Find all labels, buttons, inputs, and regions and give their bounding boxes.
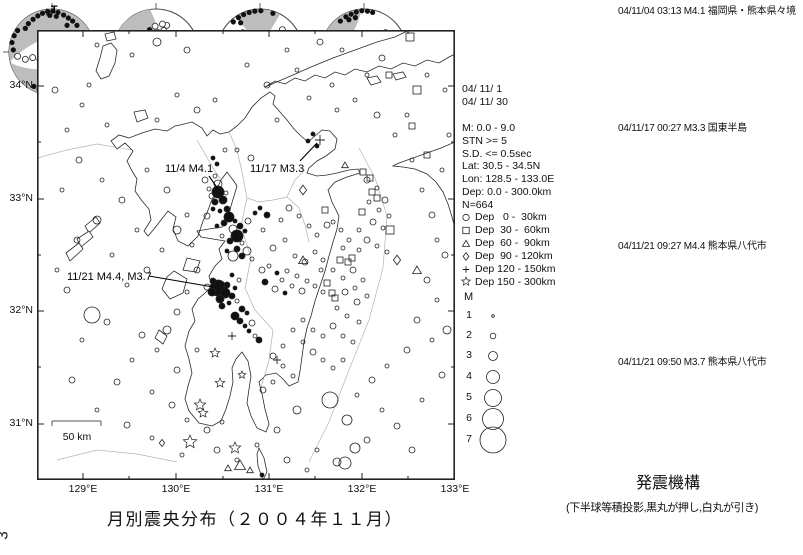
depth-legend-row: Dep 60 - 90km [459, 237, 556, 250]
epicenter-symbols [51, 32, 452, 478]
magnitude-legend-title: M [464, 291, 474, 303]
depth-legend: Dep 0 - 30km Dep 30 - 60km Dep 60 - 90km De… [459, 211, 556, 288]
lat-label: 34°N [9, 79, 33, 91]
depth-legend-label: Dep 0 - 30km [475, 211, 547, 224]
depth-legend-row: Dep 120 - 150km [459, 263, 556, 276]
magnitude-value: 3 [466, 349, 472, 361]
depth-legend-label: Dep 30 - 60km [475, 224, 550, 237]
magnitude-value: 7 [466, 433, 472, 445]
depth-diamond-icon [462, 251, 470, 261]
lon-label: 129°E [68, 483, 98, 495]
svg-text:11/21 M4.4, M3.7: 11/21 M4.4, M3.7 [67, 271, 152, 283]
magnitude-value: 2 [466, 329, 472, 341]
lat-label: 33°N [9, 192, 33, 204]
mechanism-title-3: 04/11/21 09:27 M4.4 熊本県八代市 [618, 241, 767, 252]
search-criteria-text: 04/ 11/ 1 04/ 11/ 30 M: 0.0 - 9.0 STN >=… [462, 83, 555, 212]
svg-text:T: T [51, 4, 58, 16]
lat-label: 32°N [9, 304, 33, 316]
magnitude-value: 4 [466, 370, 472, 382]
depth-legend-label: Dep 90 - 120km [475, 250, 553, 263]
depth-triangle-icon [461, 239, 471, 247]
epicenter-map: 11/4 M4.1 11/17 M3.3 11/21 M4.4, M3.7 50 km [37, 30, 455, 480]
magnitude-value: 6 [466, 412, 472, 424]
magnitude-value: 1 [466, 309, 472, 321]
depth-circle-icon [462, 213, 470, 222]
depth-legend-row: Dep 90 - 120km [459, 250, 556, 263]
depth-star-icon [460, 276, 472, 287]
depth-legend-row: Dep 0 - 30km [459, 211, 556, 224]
magnitude-circles [479, 314, 507, 454]
svg-text:50 km: 50 km [63, 431, 92, 443]
depth-square-icon [462, 226, 470, 234]
mechanism-title-4: 04/11/21 09:50 M3.7 熊本県八代市 [618, 357, 767, 368]
lon-label: 131°E [254, 483, 284, 495]
svg-text:11/17 M3.3: 11/17 M3.3 [250, 163, 304, 175]
mechanism-title-2: 04/11/17 00:27 M3.3 国東半島 [618, 123, 747, 134]
map-annotations: 11/4 M4.1 11/17 M3.3 11/21 M4.4, M3.7 [67, 142, 318, 288]
page-title: 月別震央分布（２００４年１１月） [107, 510, 403, 529]
lon-label: 133°E [440, 483, 470, 495]
depth-legend-row: Dep 30 - 60km [459, 224, 556, 237]
magnitude-value: 5 [466, 391, 472, 403]
depth-legend-label: Dep 150 - 300km [475, 275, 556, 288]
mechanism-heading: 発震機構 [635, 475, 700, 492]
lon-label: 132°E [347, 483, 377, 495]
lon-label: 130°E [161, 483, 191, 495]
svg-text:11/4 M4.1: 11/4 M4.1 [165, 163, 213, 175]
depth-legend-row: Dep 150 - 300km [459, 275, 556, 288]
depth-legend-label: Dep 60 - 90km [475, 237, 550, 250]
page-number: 3 [0, 531, 12, 539]
mechanism-title-1: 04/11/04 03:13 M4.1 福岡県・熊本県々境 [618, 6, 796, 17]
mechanism-caption: (下半球等積投影,黒丸が押し,白丸が引き) [566, 502, 759, 514]
lat-label: 31°N [9, 417, 33, 429]
depth-plus-icon [462, 265, 470, 273]
depth-legend-label: Dep 120 - 150km [475, 263, 556, 275]
scale-bar: 50 km [51, 420, 102, 443]
